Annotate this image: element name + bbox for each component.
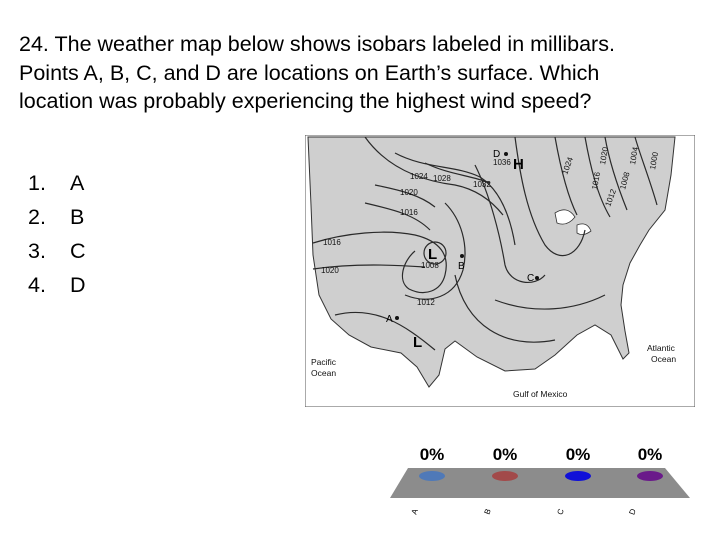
point-c-label: C — [527, 273, 534, 284]
isobar-label: 1016 — [590, 171, 602, 191]
isobar-line — [604, 136, 628, 211]
point-a-label: A — [386, 314, 393, 325]
poll-percent-b: 0% — [493, 445, 518, 464]
isobar-label: 1020 — [400, 188, 418, 197]
choice-label: D — [70, 273, 86, 297]
isobar-label: 1016 — [323, 238, 341, 247]
isobar-line — [514, 136, 586, 257]
choice-label: B — [70, 205, 85, 229]
atlantic-label: Atlantic — [647, 343, 676, 353]
great-lake — [554, 209, 576, 225]
isobar-label: 1000 — [648, 151, 660, 171]
low-pressure-l: L — [428, 246, 437, 263]
isobar-line — [312, 231, 447, 294]
choice-number: 4. — [28, 273, 46, 297]
poll-bar-a — [419, 471, 445, 481]
isobar-line — [554, 136, 578, 216]
point-d-dot — [504, 152, 508, 156]
isobar-label: 1020 — [321, 266, 339, 275]
response-poll: 0% A 0% B 0% C 0% D — [390, 428, 695, 534]
poll-label-d: D — [627, 507, 638, 516]
low-pressure-l-southwest: L — [413, 334, 422, 351]
isobar-label: 1024 — [410, 172, 428, 181]
isobar-line — [312, 264, 426, 270]
isobar-label: 1028 — [433, 174, 451, 183]
isobar-line — [494, 294, 606, 310]
weather-map-svg: 1036 1032 1028 1024 1020 1016 1008 1012 … — [305, 135, 695, 407]
poll-percent-a: 0% — [420, 445, 445, 464]
point-a-dot — [395, 316, 399, 320]
poll-percent-c: 0% — [566, 445, 591, 464]
isobar-labels: 1036 1032 1028 1024 1020 1016 1008 1012 … — [321, 146, 660, 307]
isobar-label: 1020 — [598, 146, 610, 166]
high-pressure-h: H — [513, 156, 524, 173]
poll-base — [390, 468, 690, 498]
point-b-label: B — [458, 261, 465, 272]
gulf-label: Gulf of Mexico — [513, 389, 568, 399]
isobar-line — [374, 184, 436, 208]
isobar-label: 1032 — [473, 180, 491, 189]
poll-label-b: B — [483, 508, 493, 516]
isobar-label: 1016 — [400, 208, 418, 217]
choice-d[interactable]: 4. D — [28, 268, 86, 302]
isobar-line — [364, 202, 431, 231]
isobar-line — [334, 311, 436, 351]
isobar-line — [424, 162, 491, 184]
choice-b[interactable]: 2. B — [28, 200, 86, 234]
isobars — [312, 136, 658, 351]
choice-label: A — [70, 171, 85, 195]
water-labels: Pacific Ocean Atlantic Ocean Gulf of Mex… — [311, 343, 676, 399]
isobar-line — [454, 274, 556, 343]
poll-percent-d: 0% — [638, 445, 663, 464]
isobar-label: 1008 — [421, 261, 439, 270]
answer-choices: 1. A 2. B 3. C 4. D — [28, 166, 86, 302]
low-center-circle — [423, 241, 447, 265]
point-d-label: D — [493, 149, 500, 160]
point-b-dot — [460, 254, 464, 258]
poll-svg: 0% A 0% B 0% C 0% D — [390, 445, 690, 516]
weather-map: 1036 1032 1028 1024 1020 1016 1008 1012 … — [305, 135, 695, 407]
location-points: D B C A — [386, 149, 539, 325]
poll-label-c: C — [555, 507, 566, 516]
poll-label-a: A — [410, 507, 421, 516]
choice-a[interactable]: 1. A — [28, 166, 86, 200]
choice-label: C — [70, 239, 86, 263]
isobar-label: 1004 — [628, 146, 640, 166]
pacific-label: Ocean — [311, 368, 336, 378]
pacific-label: Pacific — [311, 357, 337, 367]
question-text: 24. The weather map below shows isobars … — [19, 30, 709, 116]
great-lake — [576, 223, 592, 235]
choice-number: 3. — [28, 239, 46, 263]
choice-number: 1. — [28, 171, 46, 195]
poll-bar-c — [565, 471, 591, 481]
choice-number: 2. — [28, 205, 46, 229]
question-line-3: location was probably experiencing the h… — [19, 89, 592, 113]
choice-c[interactable]: 3. C — [28, 234, 86, 268]
isobar-line — [584, 136, 611, 218]
point-c-dot — [535, 276, 539, 280]
isobar-label: 1012 — [417, 298, 435, 307]
poll-bar-b — [492, 471, 518, 481]
poll-bar-d — [637, 471, 663, 481]
isobar-line — [364, 136, 504, 216]
isobar-line — [474, 164, 546, 283]
question-line-2: Points A, B, C, and D are locations on E… — [19, 60, 600, 85]
atlantic-label: Ocean — [651, 354, 676, 364]
isobar-line — [634, 136, 658, 206]
isobar-label: 1036 — [493, 158, 511, 167]
isobar-line — [404, 202, 466, 300]
question-line-1: 24. The weather map below shows isobars … — [19, 32, 615, 56]
